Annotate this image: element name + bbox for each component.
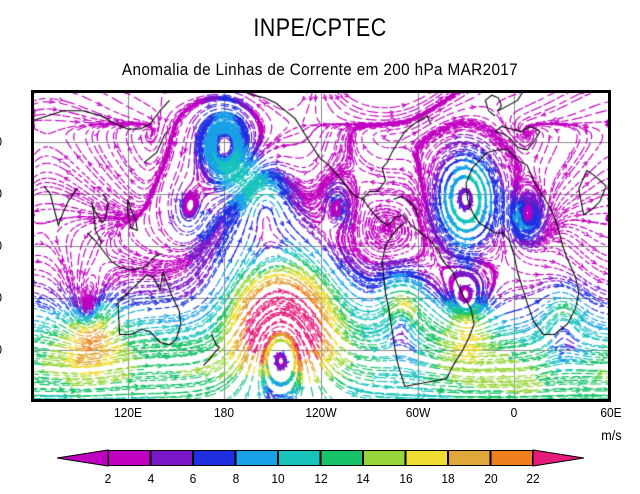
colorbar-tick-label: 8 bbox=[232, 471, 239, 486]
colorbar-tick-label: 6 bbox=[189, 471, 197, 486]
x-tick-label: 60E bbox=[600, 405, 622, 420]
y-tick-label: -20 bbox=[0, 290, 2, 305]
colorbar-tick-label: 2 bbox=[104, 471, 112, 486]
colorbar-tick-label: 18 bbox=[441, 471, 455, 486]
y-tick-label: 40 bbox=[0, 134, 2, 149]
colorbar-tick-label: 14 bbox=[356, 471, 370, 486]
y-tick-label: 20 bbox=[0, 186, 2, 201]
colorbar-tick-label: 20 bbox=[483, 471, 498, 486]
chart-subtitle: Anomalia de Linhas de Corrente em 200 hP… bbox=[121, 60, 519, 79]
x-tick-label: 180 bbox=[214, 405, 235, 420]
streamline-map-canvas bbox=[31, 90, 611, 402]
colorbar-tick-label: 10 bbox=[271, 471, 285, 486]
colorbar: m/s 2 4 6 8 10 12 14 16 18 20 22 bbox=[0, 425, 640, 487]
colorbar-unit-label: m/s bbox=[601, 427, 622, 443]
x-tick-label: 120W bbox=[305, 405, 337, 420]
colorbar-bands bbox=[57, 447, 584, 469]
colorbar-tick-label: 12 bbox=[313, 471, 328, 486]
y-tick-label: -40 bbox=[0, 342, 2, 357]
colorbar-tick-label: 16 bbox=[398, 471, 413, 486]
colorbar-tick-label: 4 bbox=[147, 471, 154, 486]
x-tick-label: 60W bbox=[405, 405, 430, 420]
y-tick-label: 0 bbox=[0, 238, 2, 253]
x-tick-label: 0 bbox=[510, 405, 518, 420]
plot-area bbox=[31, 90, 611, 402]
page-title: INPE/CPTEC bbox=[253, 14, 387, 42]
x-tick-label: 120E bbox=[113, 405, 142, 420]
colorbar-tick-label: 22 bbox=[526, 471, 540, 486]
